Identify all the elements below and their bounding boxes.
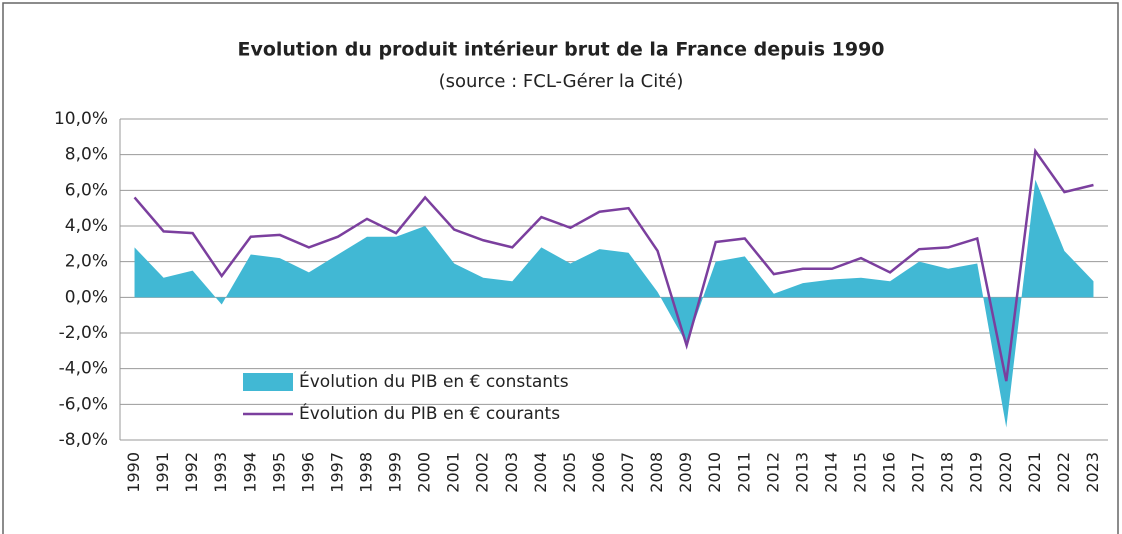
x-tick-label: 2012 [763,452,782,493]
x-tick-label: 2016 [880,452,899,493]
y-tick-label: -8,0% [59,430,108,450]
x-tick-label: 2009 [676,452,695,493]
x-tick-label: 2006 [589,452,608,493]
x-tick-label: 2013 [792,452,811,493]
x-tick-label: 2002 [473,452,492,493]
x-tick-label: 1993 [211,452,230,493]
x-tick-label: 2023 [1083,452,1102,493]
chart-title: Evolution du produit intérieur brut de l… [237,39,884,61]
x-tick-label: 1995 [269,452,288,493]
x-tick-label: 2022 [1054,452,1073,493]
y-tick-label: 4,0% [65,216,108,236]
x-tick-label: 1992 [182,452,201,493]
x-tick-label: 2015 [851,452,870,493]
x-tick-label: 1996 [298,452,317,493]
y-tick-label: -6,0% [59,394,108,414]
y-tick-label: 2,0% [65,252,108,272]
x-tick-label: 1999 [386,452,405,493]
x-tick-label: 2011 [734,452,753,493]
x-tick-label: 1997 [327,452,346,493]
y-tick-label: 8,0% [65,145,108,165]
x-tick-label: 1994 [240,452,259,493]
x-tick-label: 2000 [415,452,434,493]
x-tick-label: 2017 [909,452,928,493]
area [134,179,1094,428]
x-tick-label: 2008 [647,452,666,493]
x-tick-label: 2020 [996,452,1015,493]
x-tick-label: 2021 [1025,452,1044,493]
x-tick-label: 1998 [357,452,376,493]
legend-label: Évolution du PIB en € courants [299,402,560,424]
x-tick-label: 2003 [502,452,521,493]
legend-swatch [243,373,293,391]
x-tick-label: 2007 [618,452,637,493]
x-tick-label: 1990 [124,452,143,493]
x-tick-label: 2014 [821,452,840,493]
x-tick-label: 1991 [153,452,172,493]
y-tick-label: 0,0% [65,287,108,307]
line [133,147,1094,382]
y-tick-label: 6,0% [65,180,108,200]
y-tick-label: 10,0% [54,109,108,129]
x-tick-label: 2004 [531,452,550,493]
legend-label: Évolution du PIB en € constants [299,370,569,392]
chart-subtitle: (source : FCL-Gérer la Cité) [439,71,684,92]
y-tick-label: -2,0% [59,323,108,343]
x-tick-label: 2005 [560,452,579,493]
x-tick-label: 2001 [444,452,463,493]
x-tick-label: 2010 [705,452,724,493]
y-tick-label: -4,0% [59,359,108,379]
x-tick-label: 2018 [938,452,957,493]
x-tick-label: 2019 [967,452,986,493]
